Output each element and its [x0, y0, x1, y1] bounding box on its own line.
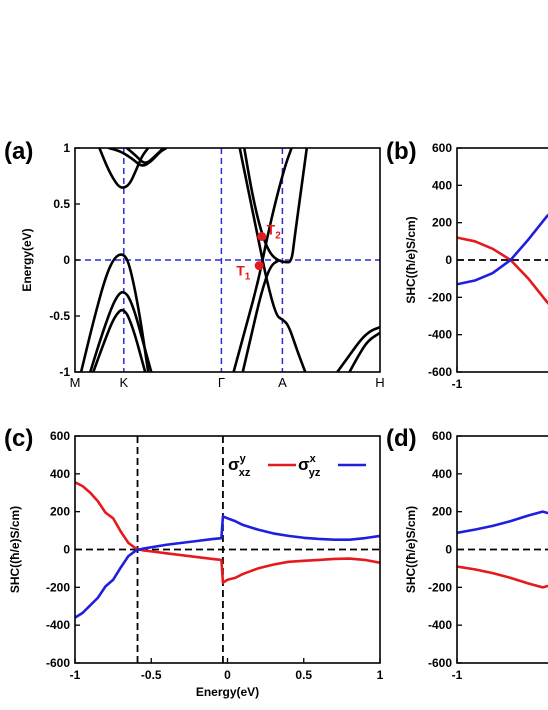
x-tick-label: -1: [70, 668, 81, 682]
y-tick-label: -0.5: [49, 309, 70, 323]
weyl-point-marker: [257, 231, 267, 241]
weyl-point-subscript: 2: [275, 230, 281, 241]
x-tick-label: 0: [224, 668, 231, 682]
band-line: [126, 148, 165, 164]
x-tick-label: -1: [452, 377, 463, 391]
band-line: [348, 331, 380, 372]
y-tick-label: -600: [46, 656, 70, 670]
shc-series-1: [75, 515, 380, 619]
k-point-label: A: [278, 375, 287, 390]
shc-series-1: [457, 213, 548, 286]
shc-series-0: [75, 481, 380, 584]
y-tick-label: 600: [432, 141, 452, 155]
y-tick-label: 200: [432, 216, 452, 230]
x-axis-label: Energy(eV): [196, 685, 259, 699]
y-tick-label: 400: [432, 178, 452, 192]
band-line: [89, 290, 153, 372]
band-line: [336, 325, 380, 372]
band-line: [238, 148, 307, 372]
y-tick-label: -400: [428, 328, 452, 342]
legend-entry-0: σy xz: [228, 453, 251, 479]
panel-label-2: (c): [4, 425, 33, 452]
y-tick-label: -200: [46, 580, 70, 594]
y-tick-label: -200: [428, 580, 452, 594]
band-line: [92, 308, 147, 372]
y-tick-label: 1: [63, 141, 70, 155]
legend-sub: xz: [239, 467, 251, 479]
band-structure: [75, 148, 380, 372]
y-tick-label: 0.5: [53, 197, 70, 211]
panel-label-3: (d): [386, 425, 417, 452]
y-tick-label: 600: [432, 429, 452, 443]
y-tick-label: -1: [59, 365, 70, 379]
y-tick-label: -400: [46, 618, 70, 632]
weyl-point-marker: [254, 261, 264, 271]
x-tick-label: 0.5: [295, 668, 312, 682]
y-axis-label: SHC((ħ/e)S/cm): [404, 216, 418, 303]
shc-series-0: [457, 236, 548, 306]
y-tick-label: -600: [428, 656, 452, 670]
panel-label-0: (a): [4, 138, 33, 165]
band-line: [79, 253, 150, 372]
k-point-label: H: [375, 375, 384, 390]
y-tick-label: -200: [428, 290, 452, 304]
x-tick-label: -0.5: [141, 668, 162, 682]
x-tick-label: 1: [377, 668, 384, 682]
legend-sub: yz: [309, 467, 321, 479]
panel-label-1: (b): [386, 138, 417, 165]
plot-area-3: [457, 510, 548, 589]
k-point-label: K: [119, 375, 128, 390]
y-tick-label: -400: [428, 618, 452, 632]
y-tick-label: 0: [445, 543, 452, 557]
band-line: [241, 258, 281, 372]
shc-series-0: [457, 565, 548, 589]
legend-entry-1: σx yz: [298, 453, 321, 479]
plot-area-2: [75, 436, 380, 663]
legend-sup: y: [240, 453, 247, 465]
y-tick-label: 0: [445, 253, 452, 267]
y-tick-label: 600: [50, 429, 70, 443]
y-tick-label: 0: [63, 543, 70, 557]
k-point-label: M: [70, 375, 81, 390]
y-axis-label: Energy(eV): [20, 228, 34, 291]
weyl-point-subscript: 1: [245, 272, 251, 283]
weyl-point-label: T2: [267, 221, 282, 241]
plot-area-1: [457, 213, 548, 306]
x-tick-label: -1: [452, 668, 463, 682]
weyl-point-label: T1: [236, 263, 251, 283]
shc-series-1: [457, 510, 548, 535]
y-tick-label: -600: [428, 365, 452, 379]
y-tick-label: 400: [432, 467, 452, 481]
y-tick-label: 400: [50, 467, 70, 481]
y-tick-label: 200: [432, 505, 452, 519]
y-axis-label: SHC((ħ/e)S/cm): [8, 506, 22, 593]
y-tick-label: 200: [50, 505, 70, 519]
legend-sup: x: [310, 453, 317, 465]
k-point-label: Γ: [218, 375, 225, 390]
y-axis-label: SHC((ħ/e)S/cm): [404, 506, 418, 593]
y-tick-label: 0: [63, 253, 70, 267]
